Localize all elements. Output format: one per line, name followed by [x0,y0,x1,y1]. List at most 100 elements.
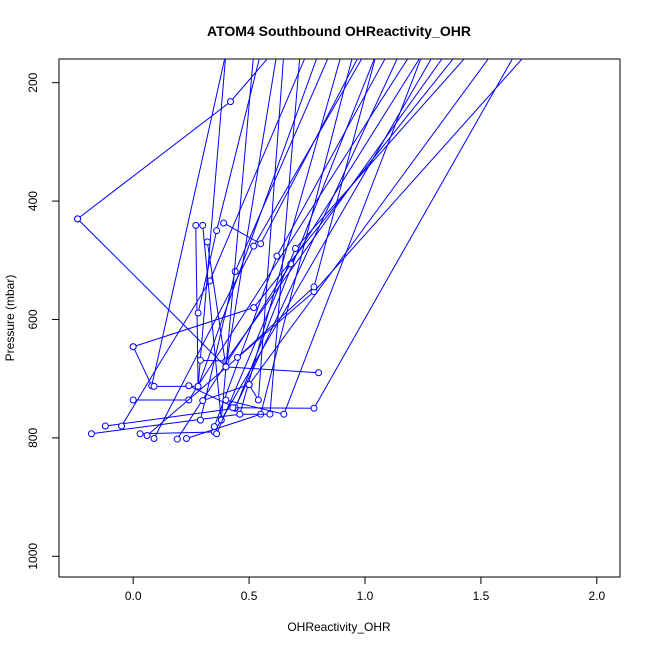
series-segment [213,59,432,433]
data-point [420,50,426,56]
data-point [281,50,287,56]
data-point [220,219,228,227]
series-segment [260,59,358,244]
data-point [524,50,530,56]
series-segment [237,286,315,358]
data-point [315,369,323,377]
data-point [199,221,207,229]
series-segment [77,101,231,220]
data-point [466,50,472,56]
data-point [357,50,363,56]
series-segment [121,280,211,427]
data-point [490,50,496,56]
data-point [362,50,368,56]
data-point [129,343,137,351]
y-axis-label: Pressure (mbar) [3,275,17,362]
series-segment [290,59,420,265]
data-point [339,50,345,56]
series-segment [188,59,409,401]
y-tick-label: 600 [26,309,40,329]
data-point [74,215,82,223]
series-segment [234,59,398,408]
x-tick-label: 1.5 [473,589,490,603]
data-point [213,430,221,438]
data-point [143,432,151,440]
series-segment [202,225,222,421]
data-point [222,396,230,404]
series-segment [248,59,489,385]
series-segment [202,384,250,402]
y-tick-label: 200 [26,72,40,92]
data-point [350,50,356,56]
data-point [236,410,244,418]
series-segment [225,399,284,415]
data-point [273,252,281,260]
data-point [280,410,288,418]
data-point [251,50,257,56]
data-point [310,283,318,291]
data-point [385,50,391,56]
data-point [196,356,204,364]
series-segment [260,59,353,415]
series-segment [140,431,215,435]
data-point [374,50,380,56]
data-point [118,422,126,430]
data-point [203,238,211,246]
series-segment [234,59,329,272]
data-point [185,382,193,390]
data-point [257,240,265,248]
series-segment [220,59,254,421]
series-segment [216,248,296,434]
x-axis: 0.0 0.5 1.0 1.5 2.0 [125,577,605,603]
data-point [291,244,299,252]
data-point [245,381,253,389]
data-point [194,309,202,317]
data-point [254,396,262,404]
series-segment [223,222,261,245]
x-tick-label: 2.0 [588,589,605,603]
y-tick-label: 800 [26,428,40,448]
series-segment [313,59,523,292]
series-segment [105,407,236,427]
series-segment [232,407,315,409]
series-segment [133,307,254,348]
data-point [304,50,310,56]
plot-frame [58,58,621,578]
data-point [316,50,322,56]
series-layer [74,50,530,443]
data-point [408,50,414,56]
data-point [397,50,403,56]
series-segment [283,59,422,415]
data-point [150,382,158,390]
x-tick-label: 0.5 [241,589,258,603]
data-point [327,50,333,56]
data-point [310,404,318,412]
data-point [266,410,274,418]
data-point [223,50,229,56]
series-segment [276,59,386,257]
data-point [196,416,204,424]
data-point [192,221,200,229]
series-segment [197,59,226,387]
data-point [297,50,303,56]
data-point [213,227,221,235]
series-segment [132,346,153,386]
data-point [250,242,258,250]
series-segment [77,218,227,368]
series-segment [176,263,292,440]
data-point [258,50,264,56]
series-segment [197,59,318,387]
data-point [222,363,230,371]
series-segment [225,59,443,362]
data-point [231,268,239,276]
data-point [234,353,241,361]
series-segment [313,59,376,288]
series-segment [269,59,301,415]
series-segment [216,59,260,231]
data-point [455,50,461,56]
series-segment [234,59,375,409]
series-segment [313,59,513,409]
series-segment [91,413,240,435]
x-tick-label: 1.0 [357,589,374,603]
